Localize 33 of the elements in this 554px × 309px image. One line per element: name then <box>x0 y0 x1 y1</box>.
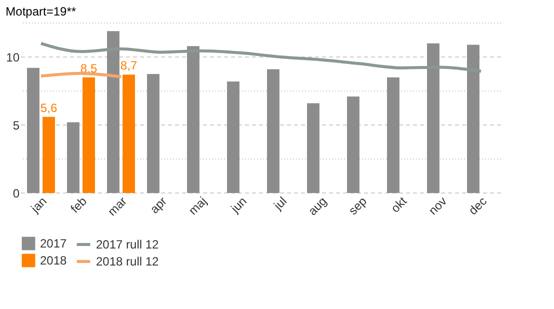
bar <box>82 77 95 193</box>
bar <box>67 122 80 193</box>
y-tick-label: 0 <box>12 186 20 200</box>
bar <box>387 77 400 193</box>
legend-label: 2017 <box>40 236 68 250</box>
y-tick-label: 5 <box>12 118 20 132</box>
x-tick-label: okt <box>388 194 410 216</box>
x-tick-label: jun <box>228 194 250 216</box>
x-tick-label: maj <box>186 194 210 218</box>
x-tick-label: aug <box>305 194 330 218</box>
y-tick-label: 10 <box>6 50 20 64</box>
bar <box>267 69 280 193</box>
bar <box>147 74 160 193</box>
x-tick-label: nov <box>426 194 450 218</box>
legend-label: 2018 rull 12 <box>96 254 160 268</box>
bar <box>27 68 40 193</box>
legend-label: 2018 <box>40 254 68 268</box>
x-tick-label: mar <box>104 194 130 219</box>
legend-label: 2017 rull 12 <box>96 238 160 252</box>
x-tick-label: jul <box>270 194 290 214</box>
bar <box>42 116 55 193</box>
chart-title: Motpart=19** <box>6 4 76 18</box>
x-tick-label: feb <box>68 194 90 216</box>
x-tick-label: apr <box>147 194 170 216</box>
bar <box>347 96 360 193</box>
data-label: 8,7 <box>120 58 138 73</box>
x-tick-label: sep <box>346 194 370 218</box>
x-tick-label: jan <box>28 194 50 216</box>
bar <box>307 103 320 193</box>
data-label: 5,6 <box>40 100 58 115</box>
bar <box>122 74 135 193</box>
bar <box>227 81 240 193</box>
x-tick-label: dec <box>466 194 490 218</box>
